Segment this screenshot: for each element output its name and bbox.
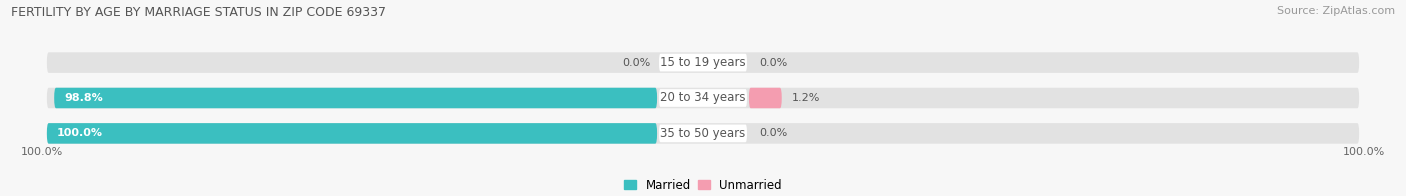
Text: 1.2%: 1.2% <box>792 93 820 103</box>
FancyBboxPatch shape <box>659 124 747 142</box>
FancyBboxPatch shape <box>46 88 1360 108</box>
FancyBboxPatch shape <box>46 123 1360 144</box>
Text: Source: ZipAtlas.com: Source: ZipAtlas.com <box>1277 6 1395 16</box>
FancyBboxPatch shape <box>659 54 747 72</box>
Text: 35 to 50 years: 35 to 50 years <box>661 127 745 140</box>
Legend: Married, Unmarried: Married, Unmarried <box>620 174 786 196</box>
Text: 20 to 34 years: 20 to 34 years <box>661 92 745 104</box>
FancyBboxPatch shape <box>55 88 657 108</box>
Text: FERTILITY BY AGE BY MARRIAGE STATUS IN ZIP CODE 69337: FERTILITY BY AGE BY MARRIAGE STATUS IN Z… <box>11 6 387 19</box>
Text: 0.0%: 0.0% <box>759 128 787 138</box>
FancyBboxPatch shape <box>46 123 657 144</box>
Text: 15 to 19 years: 15 to 19 years <box>661 56 745 69</box>
FancyBboxPatch shape <box>659 89 747 107</box>
Text: 100.0%: 100.0% <box>1343 147 1385 157</box>
Text: 100.0%: 100.0% <box>21 147 63 157</box>
Text: 0.0%: 0.0% <box>759 58 787 68</box>
Text: 98.8%: 98.8% <box>65 93 103 103</box>
Text: 100.0%: 100.0% <box>56 128 103 138</box>
Text: 0.0%: 0.0% <box>623 58 651 68</box>
FancyBboxPatch shape <box>46 52 1360 73</box>
FancyBboxPatch shape <box>749 88 782 108</box>
